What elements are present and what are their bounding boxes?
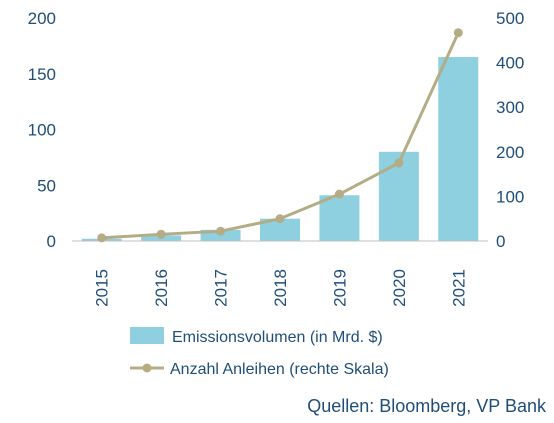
legend-bar-swatch: [130, 327, 164, 344]
bar-2018: [260, 218, 300, 241]
line-point-2018: [275, 214, 285, 224]
bar-2021: [438, 57, 479, 242]
right-axis-ticks: 0 100 200 300 400 500: [496, 9, 524, 251]
x-tick-label: 2021: [449, 269, 468, 307]
x-axis-ticks: 2015 2016 2017 2018 2019 2020 2021: [93, 269, 469, 307]
x-tick-label: 2018: [271, 269, 290, 307]
line-point-2021: [453, 28, 463, 38]
x-tick-label: 2016: [152, 269, 171, 307]
right-tick-label: 100: [496, 187, 524, 206]
legend: Emissionsvolumen (in Mrd. $) Anzahl Anle…: [130, 327, 389, 378]
source-note: Quellen: Bloomberg, VP Bank: [307, 396, 546, 416]
x-tick-label: 2020: [390, 269, 409, 307]
right-tick-label: 500: [496, 9, 524, 28]
x-tick-label: 2019: [330, 269, 349, 307]
line-point-2017: [216, 226, 226, 236]
line-layer: [97, 28, 463, 243]
line-point-2019: [334, 189, 344, 199]
line-point-2015: [97, 233, 107, 243]
x-tick-label: 2017: [212, 269, 231, 307]
left-tick-label: 150: [28, 65, 56, 84]
left-tick-label: 100: [28, 121, 56, 140]
left-axis-ticks: 0 50 100 150 200: [28, 9, 56, 251]
right-tick-label: 200: [496, 143, 524, 162]
legend-line-marker: [142, 363, 152, 373]
left-tick-label: 0: [47, 232, 56, 251]
right-tick-label: 0: [496, 232, 505, 251]
x-tick-label: 2015: [93, 269, 112, 307]
right-tick-label: 400: [496, 54, 524, 73]
left-tick-label: 200: [28, 9, 56, 28]
bars-layer: [81, 57, 479, 242]
legend-line-label: Anzahl Anleihen (rechte Skala): [170, 361, 389, 378]
right-tick-label: 300: [496, 98, 524, 117]
line-point-2020: [394, 158, 404, 168]
bar-2019: [319, 195, 360, 241]
line-point-2016: [156, 229, 166, 239]
legend-bar-label: Emissionsvolumen (in Mrd. $): [172, 329, 383, 346]
left-tick-label: 50: [37, 176, 56, 195]
